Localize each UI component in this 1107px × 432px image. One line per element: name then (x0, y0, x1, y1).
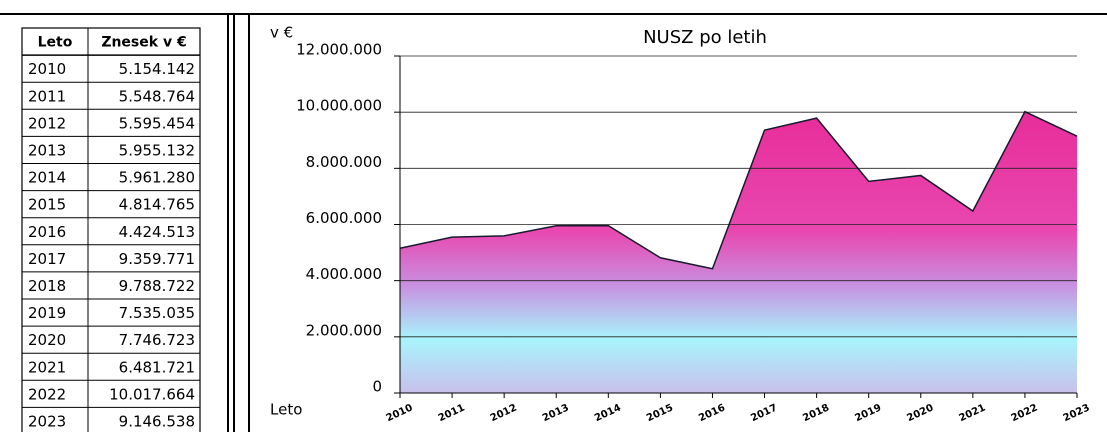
table-cell: 7.746.723 (119, 331, 195, 349)
table-cell: 7.535.035 (119, 304, 195, 322)
table-border (21, 27, 201, 432)
y-tick-label: 2.000.000 (306, 321, 382, 339)
table-cell: 9.788.722 (119, 277, 195, 295)
table-cell: 5.548.764 (119, 87, 195, 105)
table-header: Leto (38, 35, 73, 51)
table-cell: 2018 (28, 277, 66, 295)
y-tick-label: 0 (372, 378, 382, 396)
table-cell: 2010 (28, 60, 66, 78)
x-tick-label: 2014 (593, 402, 623, 424)
table-cell: 9.146.538 (119, 412, 195, 430)
x-tick-label: 2016 (697, 402, 727, 424)
y-tick-label: 12.000.000 (296, 41, 382, 59)
table-cell: 4.814.765 (119, 196, 195, 214)
table-cell: 5.595.454 (119, 114, 195, 132)
x-tick-label: 2011 (437, 402, 467, 424)
table-cell: 2017 (28, 250, 66, 268)
table-cell: 10.017.664 (109, 385, 195, 403)
table-cell: 2012 (28, 114, 66, 132)
table-cell: 2020 (28, 331, 66, 349)
table-cell: 5.154.142 (119, 60, 195, 78)
table-cell: 6.481.721 (119, 358, 195, 376)
table-cell: 5.961.280 (119, 169, 195, 187)
y-tick-label: 10.000.000 (296, 97, 382, 115)
chart-title: NUSZ po letih (643, 27, 767, 48)
table-cell: 2011 (28, 87, 66, 105)
x-tick-label: 2012 (489, 402, 519, 424)
table-cell: 2023 (28, 412, 66, 430)
x-tick-label: 2017 (749, 402, 779, 424)
x-tick-label: 2020 (905, 402, 935, 424)
x-tick-label: 2019 (853, 402, 883, 424)
x-tick-label: 2018 (801, 402, 831, 424)
x-axis-label: Leto (270, 401, 302, 419)
x-tick-label: 2010 (385, 402, 415, 424)
x-tick-label: 2023 (1062, 402, 1092, 424)
table-cell: 9.359.771 (119, 250, 195, 268)
x-tick-label: 2015 (645, 402, 675, 424)
table-cell: 2021 (28, 358, 66, 376)
x-tick-label: 2013 (541, 402, 571, 424)
y-tick-label: 6.000.000 (306, 209, 382, 227)
table-cell: 2016 (28, 223, 66, 241)
table-cell: 5.955.132 (119, 141, 195, 159)
table-cell: 2015 (28, 196, 66, 214)
area-outline (399, 110, 1078, 270)
table-cell: 2019 (28, 304, 66, 322)
table-cell: 2013 (28, 141, 66, 159)
x-tick-label: 2022 (1010, 402, 1040, 424)
y-tick-label: 4.000.000 (306, 265, 382, 283)
y-tick-label: 8.000.000 (306, 153, 382, 171)
table-header: Znesek v € (101, 35, 186, 51)
y-axis-label: v € (270, 24, 293, 42)
area (400, 111, 1077, 394)
table-cell: 4.424.513 (119, 223, 195, 241)
table-cell: 2022 (28, 385, 66, 403)
table-cell: 2014 (28, 169, 66, 187)
x-tick-label: 2021 (957, 402, 987, 424)
